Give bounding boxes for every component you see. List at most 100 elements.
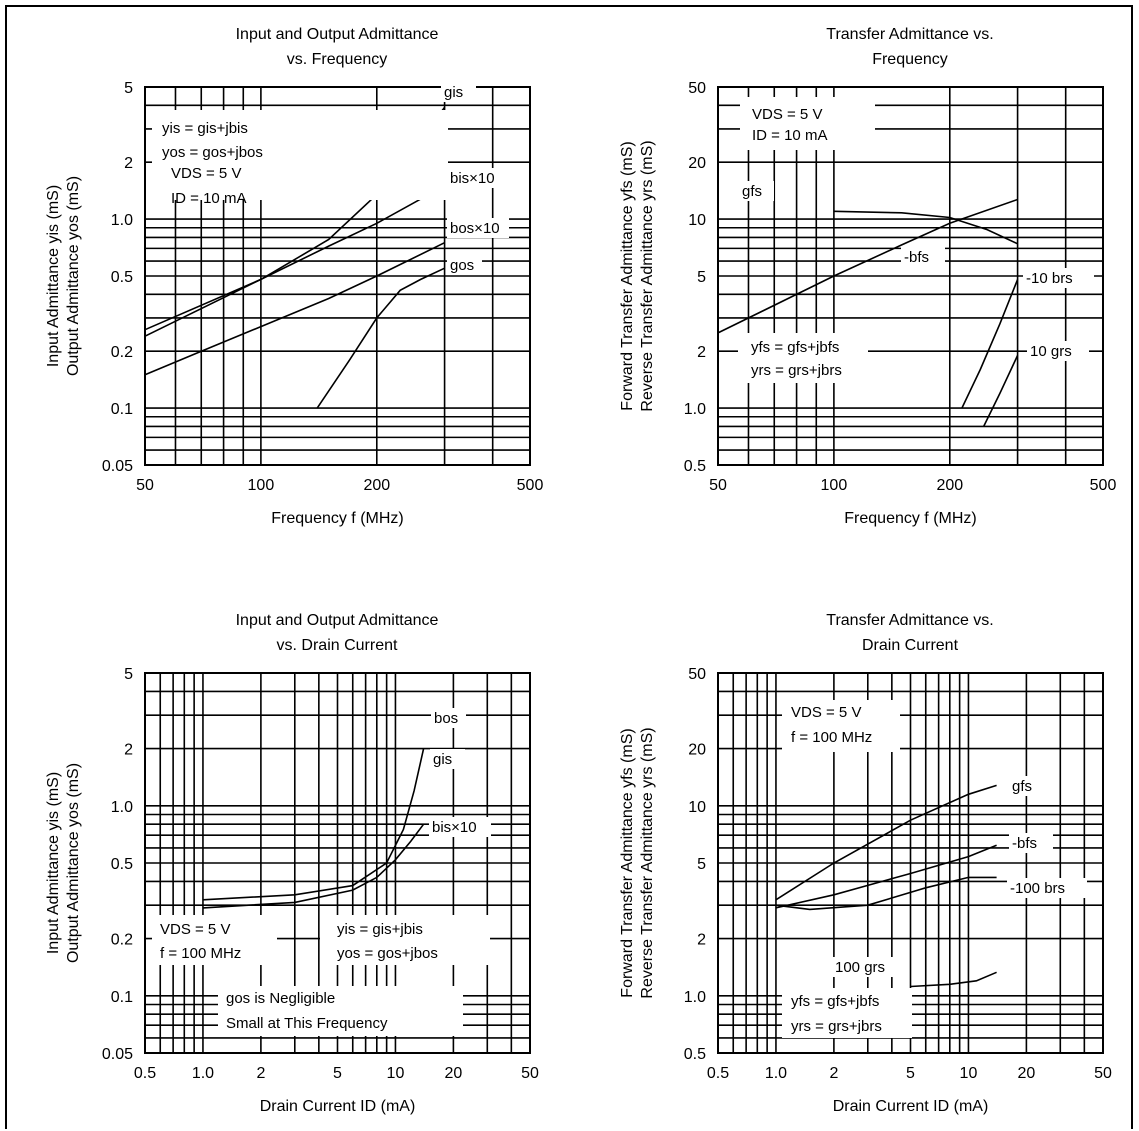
series-label-background xyxy=(447,255,482,275)
x-tick-label: 1.0 xyxy=(192,1065,214,1082)
series-label-background xyxy=(1007,878,1087,898)
condition-text: f = 100 MHz xyxy=(160,945,241,962)
condition-text: yis = gis+jbis xyxy=(162,120,248,137)
y-tick-label: 5 xyxy=(697,269,706,286)
chart-title: Transfer Admittance vs. xyxy=(826,26,993,43)
formula-text: yrs = grs+jbrs xyxy=(751,362,842,379)
series-line-3 xyxy=(961,279,1019,409)
series-label-background xyxy=(1023,268,1094,288)
y-axis-label: Reverse Transfer Admittance yrs (mS) xyxy=(639,140,656,411)
chart-title: Input and Output Admittance xyxy=(236,26,439,43)
series-label: gfs xyxy=(1012,778,1032,795)
x-tick-label: 500 xyxy=(517,477,544,494)
formula-text: yrs = grs+jbrs xyxy=(791,1018,882,1035)
series-label: gis xyxy=(444,84,463,101)
y-tick-label: 5 xyxy=(124,666,133,683)
note-text: Small at This Frequency xyxy=(226,1015,388,1032)
plot-frame xyxy=(717,86,1104,466)
y-tick-label: 5 xyxy=(697,856,706,873)
plot-frame xyxy=(144,672,531,1054)
series-label-background xyxy=(431,708,466,728)
x-tick-label: 20 xyxy=(444,1065,462,1082)
y-tick-label: 1.0 xyxy=(684,401,706,418)
x-tick-label: 20 xyxy=(1017,1065,1035,1082)
x-tick-label: 2 xyxy=(829,1065,838,1082)
condition-text: f = 100 MHz xyxy=(791,729,872,746)
series-line-2 xyxy=(144,185,445,331)
y-tick-label: 0.1 xyxy=(111,989,133,1006)
series-label: gos xyxy=(450,257,474,274)
condition-text: VDS = 5 V xyxy=(160,921,230,938)
series-label: gfs xyxy=(742,183,762,200)
series-label: -bfs xyxy=(904,249,929,266)
y-axis-label: Reverse Transfer Admittance yrs (mS) xyxy=(639,727,656,998)
x-tick-label: 10 xyxy=(960,1065,978,1082)
note-text: gos is Negligible xyxy=(226,990,335,1007)
series-line-1 xyxy=(775,784,997,901)
series-label-background xyxy=(832,957,903,977)
y-tick-label: 1.0 xyxy=(684,989,706,1006)
y-tick-label: 0.05 xyxy=(102,1046,133,1063)
annotation-background xyxy=(738,333,868,383)
series-line-1 xyxy=(833,210,1018,245)
annotation-background xyxy=(740,97,875,150)
formula-text: yfs = gfs+jbfs xyxy=(791,993,879,1010)
series-label-background xyxy=(1009,776,1044,796)
formula-text: yis = gis+jbis xyxy=(337,921,423,938)
x-tick-label: 50 xyxy=(521,1065,539,1082)
condition-text: ID = 10 mA xyxy=(752,127,827,144)
annotation-background xyxy=(152,110,448,200)
chart-title: Frequency xyxy=(872,51,948,68)
annotation-background xyxy=(782,988,912,1038)
y-tick-label: 0.1 xyxy=(111,401,133,418)
x-tick-label: 50 xyxy=(136,477,154,494)
y-axis-label: Forward Transfer Admittance yfs (mS) xyxy=(619,141,636,410)
x-tick-label: 2 xyxy=(256,1065,265,1082)
y-tick-label: 50 xyxy=(688,80,706,97)
y-tick-label: 0.5 xyxy=(111,856,133,873)
y-axis-label: Input Admittance yis (mS) xyxy=(45,772,62,954)
chart-title: vs. Frequency xyxy=(287,51,387,68)
series-line-3 xyxy=(144,241,445,376)
series-line-4 xyxy=(910,971,997,988)
y-axis-label: Output Admittance yos (mS) xyxy=(65,176,82,376)
x-axis-label: Drain Current ID (mA) xyxy=(833,1098,989,1115)
y-tick-label: 0.5 xyxy=(684,1046,706,1063)
x-tick-label: 0.5 xyxy=(707,1065,729,1082)
y-tick-label: 50 xyxy=(688,666,706,683)
series-line-1 xyxy=(202,748,425,901)
x-tick-label: 5 xyxy=(906,1065,915,1082)
series-label-background xyxy=(901,247,945,267)
annotation-background xyxy=(152,915,277,965)
series-label-background xyxy=(430,749,465,769)
condition-text: yos = gos+jbos xyxy=(162,144,263,161)
condition-text: VDS = 5 V xyxy=(171,165,241,182)
y-axis-label: Input Admittance yis (mS) xyxy=(45,185,62,367)
plot-frame xyxy=(144,86,531,466)
series-label-background xyxy=(1009,833,1053,853)
y-tick-label: 2 xyxy=(697,932,706,949)
y-tick-label: 20 xyxy=(688,155,706,172)
y-tick-label: 2 xyxy=(697,344,706,361)
chart-panel-4: Transfer Admittance vs. Drain Current 0.5 1… xyxy=(619,612,1112,1115)
x-tick-label: 200 xyxy=(363,477,390,494)
x-tick-label: 5 xyxy=(333,1065,342,1082)
x-axis-label: Frequency f (MHz) xyxy=(844,510,976,527)
x-tick-label: 200 xyxy=(936,477,963,494)
y-axis-label: Output Admittance yos (mS) xyxy=(65,763,82,963)
series-line-2 xyxy=(717,198,1018,334)
y-tick-label: 2 xyxy=(124,155,133,172)
x-tick-label: 500 xyxy=(1090,477,1117,494)
series-label: bis×10 xyxy=(432,819,477,836)
chart-title: Input and Output Admittance xyxy=(236,612,439,629)
series-line-2 xyxy=(775,844,997,909)
annotation-background xyxy=(320,915,490,965)
x-tick-label: 100 xyxy=(248,477,275,494)
condition-text: VDS = 5 V xyxy=(791,704,861,721)
annotation-background xyxy=(218,986,463,1036)
x-axis-label: Drain Current ID (mA) xyxy=(260,1098,416,1115)
series-line-4 xyxy=(982,355,1019,427)
series-label: 10 grs xyxy=(1030,343,1072,360)
series-line-4 xyxy=(316,267,445,409)
x-tick-label: 1.0 xyxy=(765,1065,787,1082)
